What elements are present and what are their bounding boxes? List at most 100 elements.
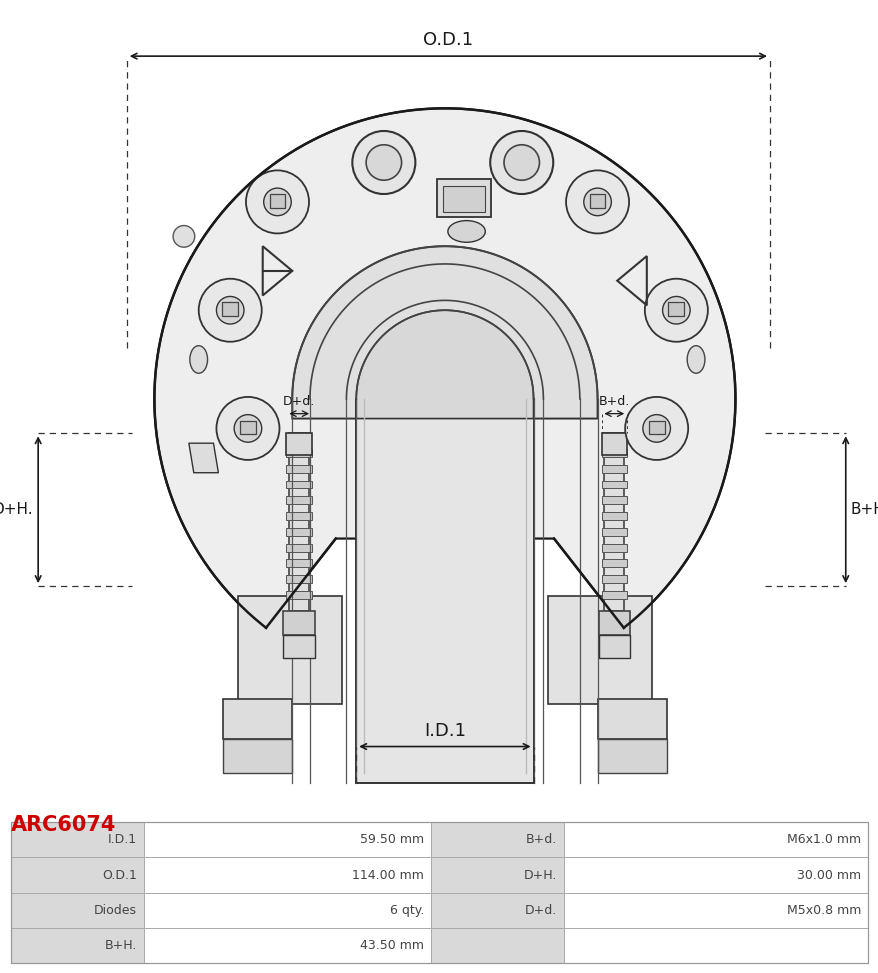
Bar [143, 928, 430, 963]
Bar [601, 512, 626, 520]
Circle shape [583, 188, 611, 216]
Bar [143, 893, 430, 928]
Circle shape [246, 170, 309, 234]
Polygon shape [548, 595, 651, 704]
Polygon shape [238, 595, 342, 704]
Bar [564, 893, 867, 928]
Text: 6 qty.: 6 qty. [389, 904, 423, 917]
Ellipse shape [190, 345, 207, 374]
Bar [601, 528, 626, 536]
Circle shape [263, 188, 291, 216]
Bar [286, 481, 312, 488]
Circle shape [216, 397, 279, 460]
Bar [289, 433, 309, 611]
Ellipse shape [448, 221, 485, 242]
Bar [598, 611, 630, 635]
Bar [283, 635, 314, 658]
Polygon shape [356, 310, 533, 418]
Bar [286, 465, 312, 473]
Text: Diodes: Diodes [94, 904, 136, 917]
Bar [286, 528, 312, 536]
Bar [601, 575, 626, 583]
Bar [286, 559, 312, 567]
Bar [286, 450, 312, 457]
Bar [283, 611, 314, 635]
FancyBboxPatch shape [223, 739, 291, 774]
Bar [222, 303, 238, 316]
Bar [598, 635, 630, 658]
Bar [270, 194, 285, 208]
Text: O.D.1: O.D.1 [102, 869, 136, 882]
Circle shape [565, 170, 629, 234]
FancyBboxPatch shape [597, 739, 666, 774]
Text: B+d.: B+d. [598, 395, 630, 408]
Bar [601, 433, 626, 455]
Bar [11, 822, 143, 857]
Text: D+H.: D+H. [523, 869, 557, 882]
Circle shape [234, 414, 262, 442]
Text: B+H.: B+H. [850, 502, 878, 518]
Bar [143, 857, 430, 893]
Text: M6x1.0 mm: M6x1.0 mm [787, 833, 860, 847]
Bar [668, 303, 683, 316]
Text: M5x0.8 mm: M5x0.8 mm [787, 904, 860, 917]
Bar [286, 544, 312, 552]
Bar [601, 481, 626, 488]
Bar [286, 433, 312, 455]
Bar [430, 893, 564, 928]
Circle shape [624, 397, 687, 460]
Text: I.D.1: I.D.1 [107, 833, 136, 847]
Circle shape [198, 278, 262, 342]
Bar [589, 194, 605, 208]
Text: O.D.1: O.D.1 [423, 31, 473, 50]
Bar [143, 822, 430, 857]
FancyBboxPatch shape [223, 700, 291, 739]
Circle shape [662, 297, 689, 324]
FancyBboxPatch shape [597, 700, 666, 739]
Bar [436, 179, 491, 217]
Bar [430, 857, 564, 893]
Polygon shape [155, 108, 735, 628]
Polygon shape [189, 443, 218, 473]
Bar [11, 928, 143, 963]
Bar [564, 857, 867, 893]
Circle shape [216, 297, 244, 324]
Text: D+d.: D+d. [524, 904, 557, 917]
Circle shape [366, 145, 401, 180]
Circle shape [490, 131, 552, 194]
Text: D+H.: D+H. [0, 502, 33, 518]
Circle shape [352, 131, 415, 194]
Text: B+H.: B+H. [104, 939, 136, 953]
Bar [443, 186, 485, 212]
Bar [286, 496, 312, 504]
Circle shape [642, 414, 670, 442]
Text: 30.00 mm: 30.00 mm [796, 869, 860, 882]
Polygon shape [291, 246, 597, 418]
Text: 43.50 mm: 43.50 mm [360, 939, 423, 953]
Bar [286, 591, 312, 598]
Bar [286, 575, 312, 583]
Bar [11, 857, 143, 893]
Bar [601, 544, 626, 552]
Text: 59.50 mm: 59.50 mm [359, 833, 423, 847]
Circle shape [173, 226, 195, 247]
Text: I.D.1: I.D.1 [423, 722, 465, 739]
Bar [430, 822, 564, 857]
Bar [564, 928, 867, 963]
Bar [648, 420, 664, 434]
Bar [601, 591, 626, 598]
Ellipse shape [687, 345, 704, 374]
Bar [604, 433, 623, 611]
Circle shape [644, 278, 707, 342]
FancyBboxPatch shape [356, 399, 533, 783]
Text: 114.00 mm: 114.00 mm [352, 869, 423, 882]
Bar [240, 420, 255, 434]
Bar [564, 822, 867, 857]
Circle shape [503, 145, 539, 180]
Bar [601, 496, 626, 504]
Bar [601, 450, 626, 457]
Bar [601, 559, 626, 567]
Bar [601, 465, 626, 473]
Text: D+d.: D+d. [283, 395, 315, 408]
Text: B+d.: B+d. [525, 833, 557, 847]
